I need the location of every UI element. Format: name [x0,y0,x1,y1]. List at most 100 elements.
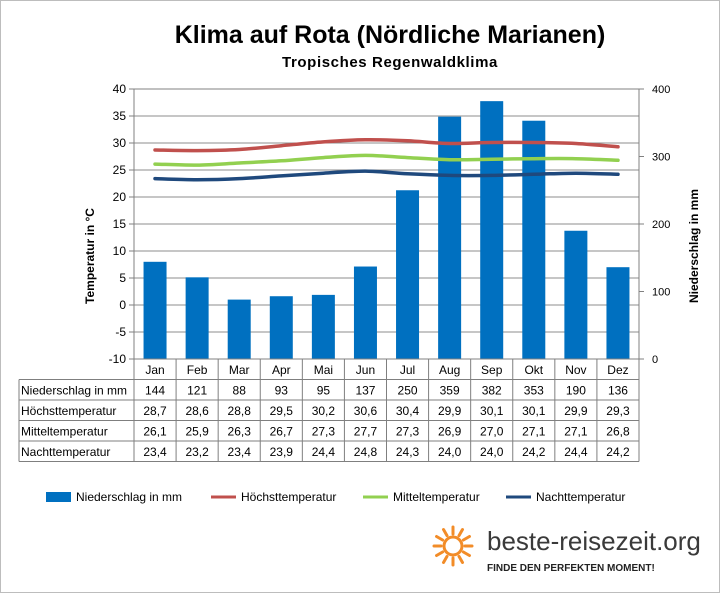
table-cell: 24,0 [480,445,504,459]
table-cell: 27,0 [480,425,504,439]
left-tick-label: 15 [113,217,127,231]
legend-swatch [46,492,71,502]
right-axis-title: Niederschlag in mm [687,189,701,303]
temperature-lines [153,138,620,182]
table-cell: 250 [398,384,418,398]
bar-feb [185,277,209,359]
left-tick-label: 20 [113,190,127,204]
left-tick-label: 35 [113,109,127,123]
table-cell: 24,3 [396,445,420,459]
legend-label: Nachttemperatur [536,490,625,504]
table-cell: 27,3 [396,425,420,439]
bar-dez [606,267,630,359]
chart-subtitle: Tropisches Regenwaldklima [282,54,498,71]
table-cell: 26,7 [270,425,294,439]
table-cell: 26,8 [606,425,630,439]
table-cell: 30,1 [480,404,504,418]
sun-ray [442,554,449,564]
month-label: Jan [145,363,164,377]
table-cell: 353 [524,384,544,398]
bar-mai [311,294,335,359]
sun-ray [457,554,464,564]
month-label: Okt [524,363,543,377]
month-label: Mai [314,363,333,377]
table-cell: 23,9 [270,445,294,459]
right-tick-label: 300 [652,152,670,164]
line-höchsttemperatur [153,138,620,153]
brand-logo: beste-reisezeit.org FINDE DEN PERFEKTEN … [432,525,701,574]
table-cell: 29,9 [564,404,588,418]
table-cell: 26,3 [228,425,252,439]
table-cell: 27,1 [564,425,588,439]
table-cell: 121 [187,384,207,398]
sun-ray [461,535,471,542]
table-cell: 29,3 [606,404,630,418]
row-label: Höchsttemperatur [21,404,116,418]
left-tick-label: 30 [113,136,127,150]
right-tick-label: 400 [652,84,670,96]
table-cell: 23,4 [143,445,167,459]
left-tick-label: 25 [113,163,127,177]
table-cell: 27,7 [354,425,378,439]
right-tick-label: 0 [652,354,658,366]
table-cell: 30,4 [396,404,420,418]
left-tick-label: -5 [115,325,126,339]
month-label: Feb [187,363,208,377]
bar-nov [564,230,588,359]
table-cell: 144 [145,384,165,398]
month-label: Jul [400,363,415,377]
data-table: Jan Feb Mar Apr Mai Jun Jul Aug Sep Okt Nov Dez Nied… [18,359,640,462]
table-cell: 29,9 [438,404,462,418]
left-tick-label: -10 [109,352,127,366]
month-label: Aug [439,363,460,377]
table-cell: 24,0 [438,445,462,459]
month-label: Sep [481,363,503,377]
bar-okt [522,120,546,359]
left-axis-ticks: -10 -5 0 5 10 15 20 25 30 35 40 [109,82,134,366]
sun-ray [461,550,471,557]
precipitation-bars [143,101,630,360]
table-cell: 23,2 [185,445,209,459]
table-cell: 88 [233,384,247,398]
table-cell: 24,4 [312,445,336,459]
row-label: Niederschlag in mm [21,384,127,398]
table-cell: 382 [482,384,502,398]
table-cell: 30,6 [354,404,378,418]
table-cell: 137 [355,384,375,398]
gridlines [134,88,639,360]
right-axis-ticks: 0 100 200 300 400 [639,84,670,366]
right-tick-label: 100 [652,287,670,299]
sun-core [442,535,464,557]
legend: Niederschlag in mm Höchsttemperatur Mittel… [46,490,625,504]
table-cell: 24,2 [522,445,546,459]
table-cell: 24,8 [354,445,378,459]
brand-site-name: beste-reisezeit.org [487,526,701,556]
sun-ray [457,528,464,538]
right-tick-label: 200 [652,219,670,231]
brand-tagline: FINDE DEN PERFEKTEN MOMENT! [487,563,655,574]
month-label: Mar [229,363,250,377]
row-label: Nachttemperatur [21,445,110,459]
table-cell: 26,9 [438,425,462,439]
table-cell: 29,5 [270,404,294,418]
sun-icon [432,525,474,567]
table-cell: 27,1 [522,425,546,439]
legend-label: Niederschlag in mm [76,490,182,504]
bar-jul [396,190,420,359]
sun-ray [435,535,445,542]
table-cell: 25,9 [185,425,209,439]
bar-jan [143,261,167,359]
table-cell: 28,6 [185,404,209,418]
table-cell: 27,3 [312,425,336,439]
table-cell: 26,1 [143,425,167,439]
table-cell: 30,2 [312,404,336,418]
legend-label: Höchsttemperatur [241,490,336,504]
left-tick-label: 5 [119,271,126,285]
table-cell: 93 [275,384,289,398]
bar-sep [480,101,504,360]
left-tick-label: 40 [113,82,127,96]
bar-mar [227,299,251,359]
sun-ray [442,528,449,538]
